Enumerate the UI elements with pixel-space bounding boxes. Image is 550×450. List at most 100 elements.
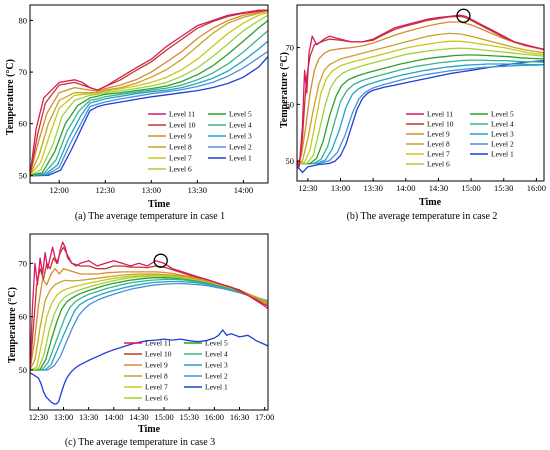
- x-tick-label: 15:00: [461, 183, 480, 193]
- caption: (b) The average temperature in case 2: [347, 211, 498, 222]
- legend-label: Level 11: [427, 110, 453, 119]
- x-tick-label: 16:00: [205, 412, 224, 422]
- legend-label: Level 6: [169, 165, 192, 174]
- legend-label: Level 6: [427, 160, 450, 169]
- series-line-level-9: [30, 9, 268, 176]
- x-tick-label: 15:00: [154, 412, 173, 422]
- legend-label: Level 4: [229, 121, 252, 130]
- series-line-level-4: [30, 278, 268, 371]
- series-line-level-5: [30, 19, 268, 176]
- plot-frame: [29, 233, 269, 411]
- legend-label: Level 3: [205, 361, 228, 370]
- x-tick-label: 12:00: [49, 185, 68, 195]
- series-line-level-4: [297, 59, 544, 165]
- x-tick-label: 16:30: [230, 412, 249, 422]
- panel-a: Temperature (°C) Time (a) The average te…: [5, 4, 269, 222]
- legend-label: Level 1: [229, 154, 252, 163]
- x-tick-label: 13:30: [188, 185, 207, 195]
- y-tick-label: 50: [19, 365, 28, 375]
- series-line-level-11: [297, 14, 544, 168]
- legend-label: Level 6: [145, 394, 168, 403]
- legend-label: Level 3: [491, 130, 514, 139]
- x-tick-label: 13:00: [142, 185, 161, 195]
- y-axis-label: Temperature (°C): [7, 287, 18, 363]
- plot-frame: [29, 4, 269, 184]
- y-tick-label: 50: [19, 170, 28, 180]
- legend-label: Level 8: [145, 372, 168, 381]
- y-axis-label: Temperature (°C): [279, 52, 290, 128]
- series-line-level-10: [297, 15, 544, 168]
- series-line-level-5: [297, 54, 544, 165]
- series-line-level-8: [297, 32, 544, 165]
- legend-label: Level 8: [427, 140, 450, 149]
- legend-label: Level 2: [205, 372, 228, 381]
- x-tick-label: 13:30: [79, 412, 98, 422]
- y-tick-label: 60: [19, 312, 28, 322]
- x-tick-label: 12:30: [29, 412, 48, 422]
- x-tick-label: 14:30: [129, 412, 148, 422]
- legend-label: Level 2: [491, 140, 514, 149]
- caption: (a) The average temperature in case 1: [75, 211, 225, 222]
- series-line-level-3: [297, 63, 544, 165]
- series-line-level-11: [30, 9, 268, 176]
- x-tick-label: 14:30: [429, 183, 448, 193]
- y-tick-label: 50: [286, 156, 295, 166]
- series-line-level-2: [30, 50, 268, 176]
- legend-label: Level 7: [145, 383, 168, 392]
- series-line-level-2: [30, 282, 268, 371]
- y-tick-label: 60: [19, 119, 28, 129]
- x-axis-label: Time: [419, 197, 442, 208]
- plot-frame: [296, 4, 545, 182]
- x-axis-label: Time: [148, 199, 171, 210]
- x-tick-label: 16:00: [527, 183, 546, 193]
- series-line-level-4: [30, 30, 268, 176]
- x-tick-label: 14:00: [104, 412, 123, 422]
- series-line-level-2: [297, 63, 544, 165]
- series-line-level-1: [30, 56, 268, 177]
- legend-label: Level 10: [427, 120, 454, 129]
- legend-label: Level 11: [145, 339, 171, 348]
- y-tick-label: 70: [19, 67, 28, 77]
- legend-label: Level 9: [427, 130, 450, 139]
- series-line-level-8: [30, 10, 268, 176]
- legend-label: Level 10: [169, 121, 196, 130]
- legend-label: Level 9: [145, 361, 168, 370]
- series-line-level-10: [30, 9, 268, 176]
- series-line-level-9: [297, 21, 544, 165]
- legend-label: Level 4: [205, 350, 228, 359]
- legend-label: Level 3: [229, 132, 252, 141]
- series-line-level-11: [30, 241, 268, 371]
- x-tick-label: 12:30: [298, 183, 317, 193]
- x-tick-label: 13:00: [54, 412, 73, 422]
- y-tick-label: 70: [286, 43, 295, 53]
- legend-label: Level 5: [491, 110, 514, 119]
- legend-label: Level 7: [427, 150, 450, 159]
- series-line-level-6: [297, 47, 544, 165]
- series-line-level-7: [30, 12, 268, 176]
- caption: (c) The average temperature in case 3: [65, 437, 215, 448]
- series-line-level-3: [30, 40, 268, 176]
- y-tick-label: 70: [19, 258, 28, 268]
- annotation-circle: [456, 8, 471, 23]
- legend-label: Level 5: [205, 339, 228, 348]
- legend-label: Level 7: [169, 154, 192, 163]
- panel-b: Temperature (°C) Time (b) The average te…: [279, 4, 546, 222]
- x-tick-label: 14:00: [234, 185, 253, 195]
- series-line-level-6: [30, 14, 268, 176]
- x-tick-label: 14:00: [396, 183, 415, 193]
- legend-label: Level 4: [491, 120, 514, 129]
- x-axis-label: Time: [138, 424, 161, 435]
- legend-label: Level 11: [169, 110, 195, 119]
- x-tick-label: 13:00: [331, 183, 350, 193]
- legend-label: Level 1: [491, 150, 514, 159]
- legend-label: Level 5: [229, 110, 252, 119]
- panel-c: Temperature (°C) Time (c) The average te…: [7, 233, 274, 448]
- x-tick-label: 17:00: [255, 412, 274, 422]
- y-tick-label: 80: [19, 15, 28, 25]
- legend-label: Level 10: [145, 350, 172, 359]
- legend-label: Level 2: [229, 143, 252, 152]
- legend-label: Level 9: [169, 132, 192, 141]
- series-line-level-7: [297, 40, 544, 165]
- x-tick-label: 12:30: [96, 185, 115, 195]
